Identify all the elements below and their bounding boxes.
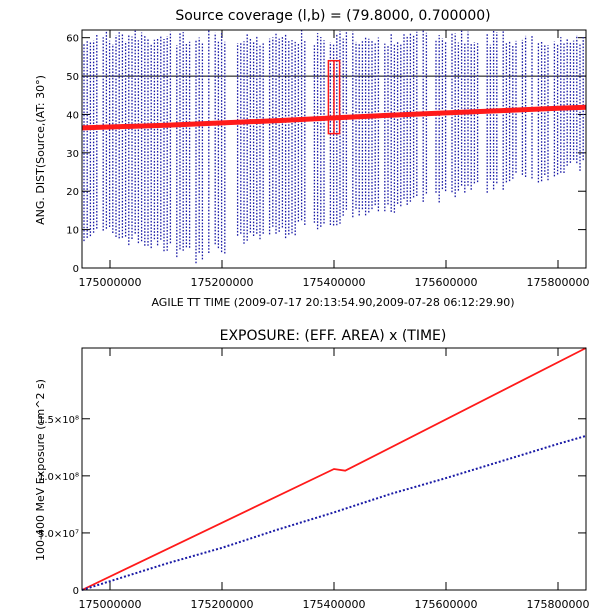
- coverage-title: Source coverage (l,b) = (79.8000, 0.7000…: [175, 8, 490, 24]
- series-exposure-upper: [81, 347, 587, 591]
- x-tick-label: 175200000: [191, 598, 254, 611]
- x-tick-label: 175400000: [303, 276, 366, 289]
- coverage-frame: [81, 29, 587, 269]
- y-tick-label: 1.5×10⁸: [38, 415, 79, 426]
- y-tick-label: 20: [66, 187, 79, 198]
- x-tick-label: 175400000: [303, 598, 366, 611]
- chart-coverage: Source coverage (l,b) = (79.8000, 0.7000…: [34, 8, 590, 309]
- y-tick-label: 60: [66, 34, 79, 45]
- coverage-xlabel: AGILE TT TIME (2009-07-17 20:13:54.90,20…: [151, 296, 514, 309]
- x-tick-label: 175000000: [79, 598, 142, 611]
- y-tick-label: 10: [66, 226, 79, 237]
- y-tick-label: 30: [66, 149, 79, 160]
- exposure-frame: [81, 347, 587, 591]
- x-tick-label: 175800000: [527, 598, 590, 611]
- x-tick-label: 175600000: [415, 276, 478, 289]
- y-tick-label: 5.0×10⁷: [38, 529, 79, 540]
- series-coverage-trend: [81, 104, 587, 131]
- coverage-ylabel: ANG. DIST(Source,(AT: 30°): [34, 75, 47, 225]
- x-tick-label: 175200000: [191, 276, 254, 289]
- x-tick-label: 175000000: [79, 276, 142, 289]
- y-tick-label: 1.0×10⁸: [38, 472, 79, 483]
- y-tick-label: 40: [66, 110, 79, 121]
- y-tick-label: 50: [66, 72, 79, 83]
- chart-exposure: EXPOSURE: (EFF. AREA) x (TIME) 175000000…: [34, 328, 590, 611]
- y-tick-label: 0: [73, 586, 79, 597]
- x-tick-label: 175600000: [415, 598, 478, 611]
- y-tick-label: 0: [73, 264, 79, 275]
- exposure-ylabel: 100-400 MeV Exposure (cm^2 s): [34, 379, 47, 561]
- series-exposure-lower: [81, 434, 587, 591]
- exposure-title: EXPOSURE: (EFF. AREA) x (TIME): [220, 328, 447, 344]
- x-tick-label: 175800000: [527, 276, 590, 289]
